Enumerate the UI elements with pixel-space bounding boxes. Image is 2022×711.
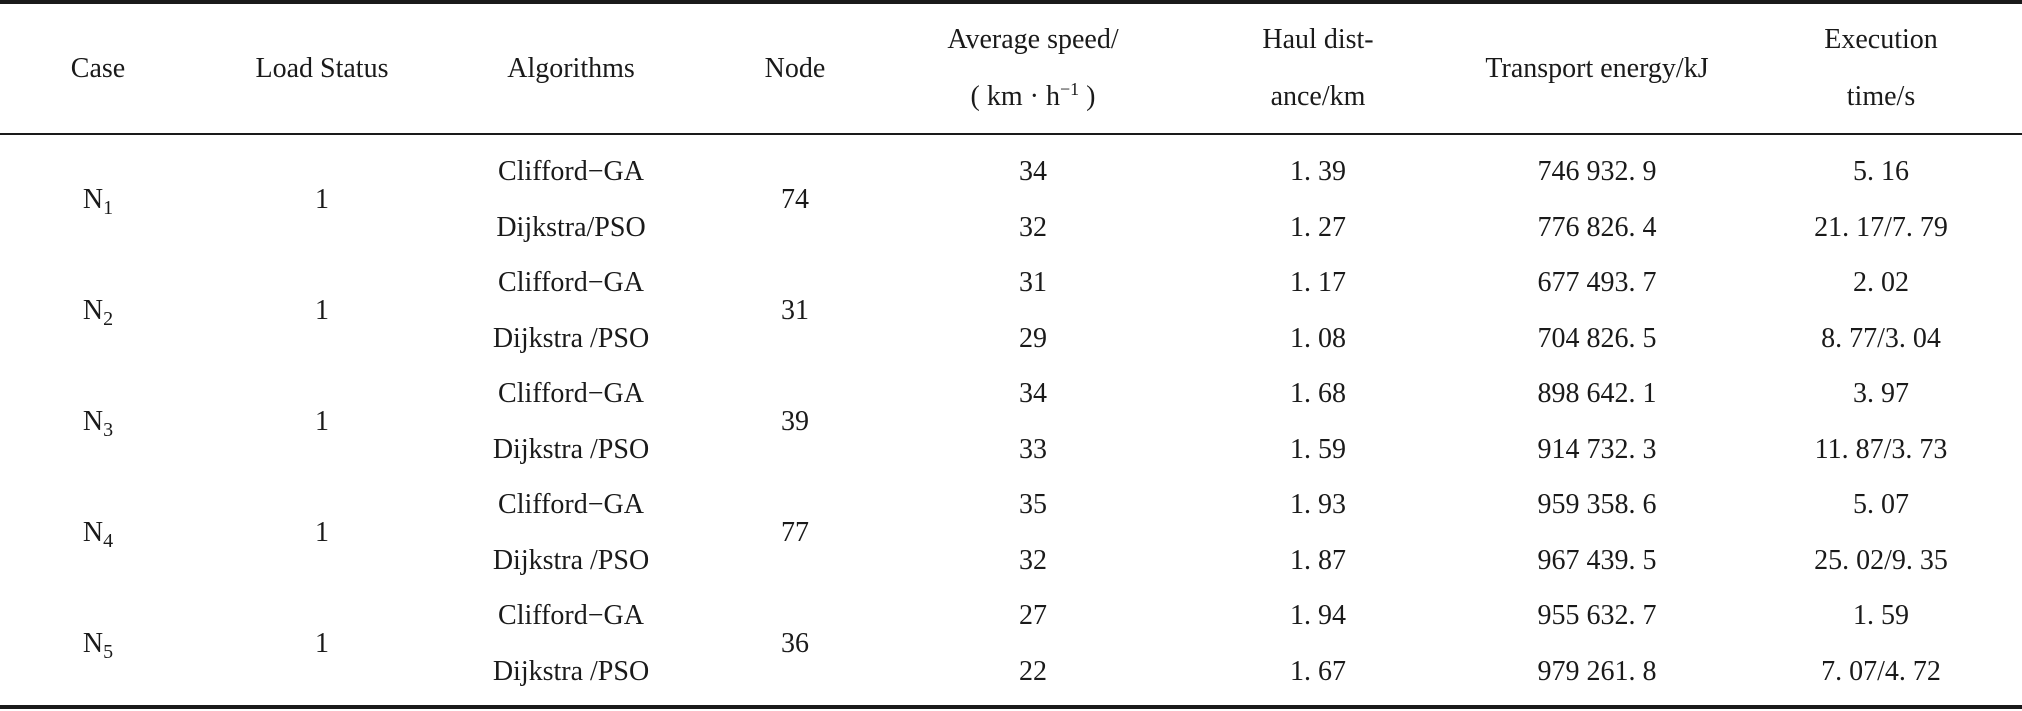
transport-energy-cell: 746 932. 9	[1537, 156, 1657, 187]
load-status-cell: 1	[315, 183, 329, 215]
case-letter: N	[82, 405, 104, 437]
algorithm-cell: Dijkstra /PSO	[492, 544, 650, 576]
case-letter: N	[82, 183, 104, 215]
haul-distance-cell: 1. 94	[1290, 600, 1346, 631]
average-speed-cell: 35	[1019, 489, 1047, 520]
haul-distance-cell: 1. 67	[1290, 655, 1346, 687]
transport-energy-cell: 776 826. 4	[1537, 211, 1657, 243]
header-average-speed-unit: ( km · h	[970, 81, 1060, 112]
case-letter: N	[82, 516, 104, 548]
header-average-speed-exponent: −1	[1059, 79, 1080, 99]
algorithm-cell: Dijkstra/PSO	[496, 211, 646, 243]
header-execution-time-line2: time/s	[1846, 81, 1916, 112]
case-letter: N	[82, 294, 104, 326]
transport-energy-cell: 979 261. 8	[1537, 655, 1657, 687]
node-count-cell: 77	[781, 516, 809, 548]
execution-time-cell: 25. 02/9. 35	[1814, 544, 1948, 576]
transport-energy-cell: 967 439. 5	[1537, 544, 1657, 576]
transport-energy-cell: 898 642. 1	[1537, 378, 1657, 409]
transport-energy-cell: 914 732. 3	[1537, 433, 1657, 465]
transport-energy-cell: 955 632. 7	[1537, 600, 1657, 631]
case-subscript: 1	[103, 196, 114, 219]
case-subscript: 3	[103, 418, 114, 441]
algorithm-cell: Clifford−GA	[498, 600, 644, 631]
case-subscript: 2	[103, 307, 114, 330]
case-label: N3	[82, 405, 113, 440]
algorithm-cell: Clifford−GA	[498, 489, 644, 520]
header-haul-distance-line2: ance/km	[1270, 81, 1366, 112]
load-status-cell: 1	[315, 294, 329, 326]
average-speed-cell: 32	[1019, 211, 1047, 243]
algorithm-cell: Clifford−GA	[498, 267, 644, 298]
load-status-cell: 1	[315, 405, 329, 437]
average-speed-cell: 33	[1019, 433, 1047, 465]
execution-time-cell: 8. 77/3. 04	[1821, 322, 1941, 354]
average-speed-cell: 27	[1019, 600, 1047, 631]
transport-energy-cell: 677 493. 7	[1537, 267, 1657, 298]
execution-time-cell: 21. 17/7. 79	[1814, 211, 1948, 243]
average-speed-cell: 32	[1019, 544, 1047, 576]
header-load-status: Load Status	[255, 53, 389, 84]
node-count-cell: 31	[781, 294, 809, 326]
execution-time-cell: 7. 07/4. 72	[1821, 655, 1941, 687]
node-count-cell: 74	[781, 183, 809, 215]
header-average-speed-line1: Average speed/	[947, 24, 1119, 55]
execution-time-cell: 1. 59	[1853, 600, 1909, 631]
case-label: N2	[82, 294, 113, 329]
header-average-speed-close: )	[1079, 81, 1096, 112]
algorithm-cell: Clifford−GA	[498, 378, 644, 409]
average-speed-cell: 31	[1019, 267, 1047, 298]
algorithm-cell: Dijkstra /PSO	[492, 433, 650, 465]
case-subscript: 5	[103, 640, 114, 663]
header-transport-energy: Transport energy/kJ	[1485, 53, 1709, 84]
table-header-rule	[0, 133, 2022, 135]
case-label: N5	[82, 627, 113, 662]
haul-distance-cell: 1. 87	[1290, 544, 1346, 576]
case-label: N1	[82, 183, 113, 218]
haul-distance-cell: 1. 59	[1290, 433, 1346, 465]
header-haul-distance-line1: Haul dist-	[1262, 24, 1374, 55]
transport-energy-cell: 959 358. 6	[1537, 489, 1657, 520]
execution-time-cell: 5. 16	[1853, 156, 1909, 187]
average-speed-cell: 34	[1019, 156, 1047, 187]
algorithm-cell: Dijkstra /PSO	[492, 655, 650, 687]
case-letter: N	[82, 627, 104, 659]
haul-distance-cell: 1. 17	[1290, 267, 1346, 298]
haul-distance-cell: 1. 68	[1290, 378, 1346, 409]
node-count-cell: 39	[781, 405, 809, 437]
algorithm-cell: Dijkstra /PSO	[492, 322, 650, 354]
header-node: Node	[764, 53, 826, 84]
load-status-cell: 1	[315, 516, 329, 548]
table-bottom-rule	[0, 705, 2022, 709]
load-status-cell: 1	[315, 627, 329, 659]
table-top-rule	[0, 0, 2022, 4]
execution-time-cell: 11. 87/3. 73	[1814, 433, 1948, 465]
haul-distance-cell: 1. 39	[1290, 156, 1346, 187]
algorithm-cell: Clifford−GA	[498, 156, 644, 187]
execution-time-cell: 3. 97	[1853, 378, 1909, 409]
haul-distance-cell: 1. 27	[1290, 211, 1346, 243]
node-count-cell: 36	[781, 627, 809, 659]
haul-distance-cell: 1. 93	[1290, 489, 1346, 520]
header-execution-time-line1: Execution	[1824, 24, 1938, 55]
average-speed-cell: 22	[1019, 655, 1047, 687]
header-average-speed-line2: ( km · h−1 )	[970, 80, 1096, 112]
haul-distance-cell: 1. 08	[1290, 322, 1346, 354]
average-speed-cell: 34	[1019, 378, 1047, 409]
execution-time-cell: 5. 07	[1853, 489, 1909, 520]
case-subscript: 4	[103, 529, 114, 552]
case-label: N4	[82, 516, 113, 551]
header-case: Case	[70, 53, 126, 84]
execution-time-cell: 2. 02	[1853, 267, 1909, 298]
average-speed-cell: 29	[1019, 322, 1047, 354]
transport-energy-cell: 704 826. 5	[1537, 322, 1657, 354]
header-algorithms: Algorithms	[507, 53, 635, 84]
